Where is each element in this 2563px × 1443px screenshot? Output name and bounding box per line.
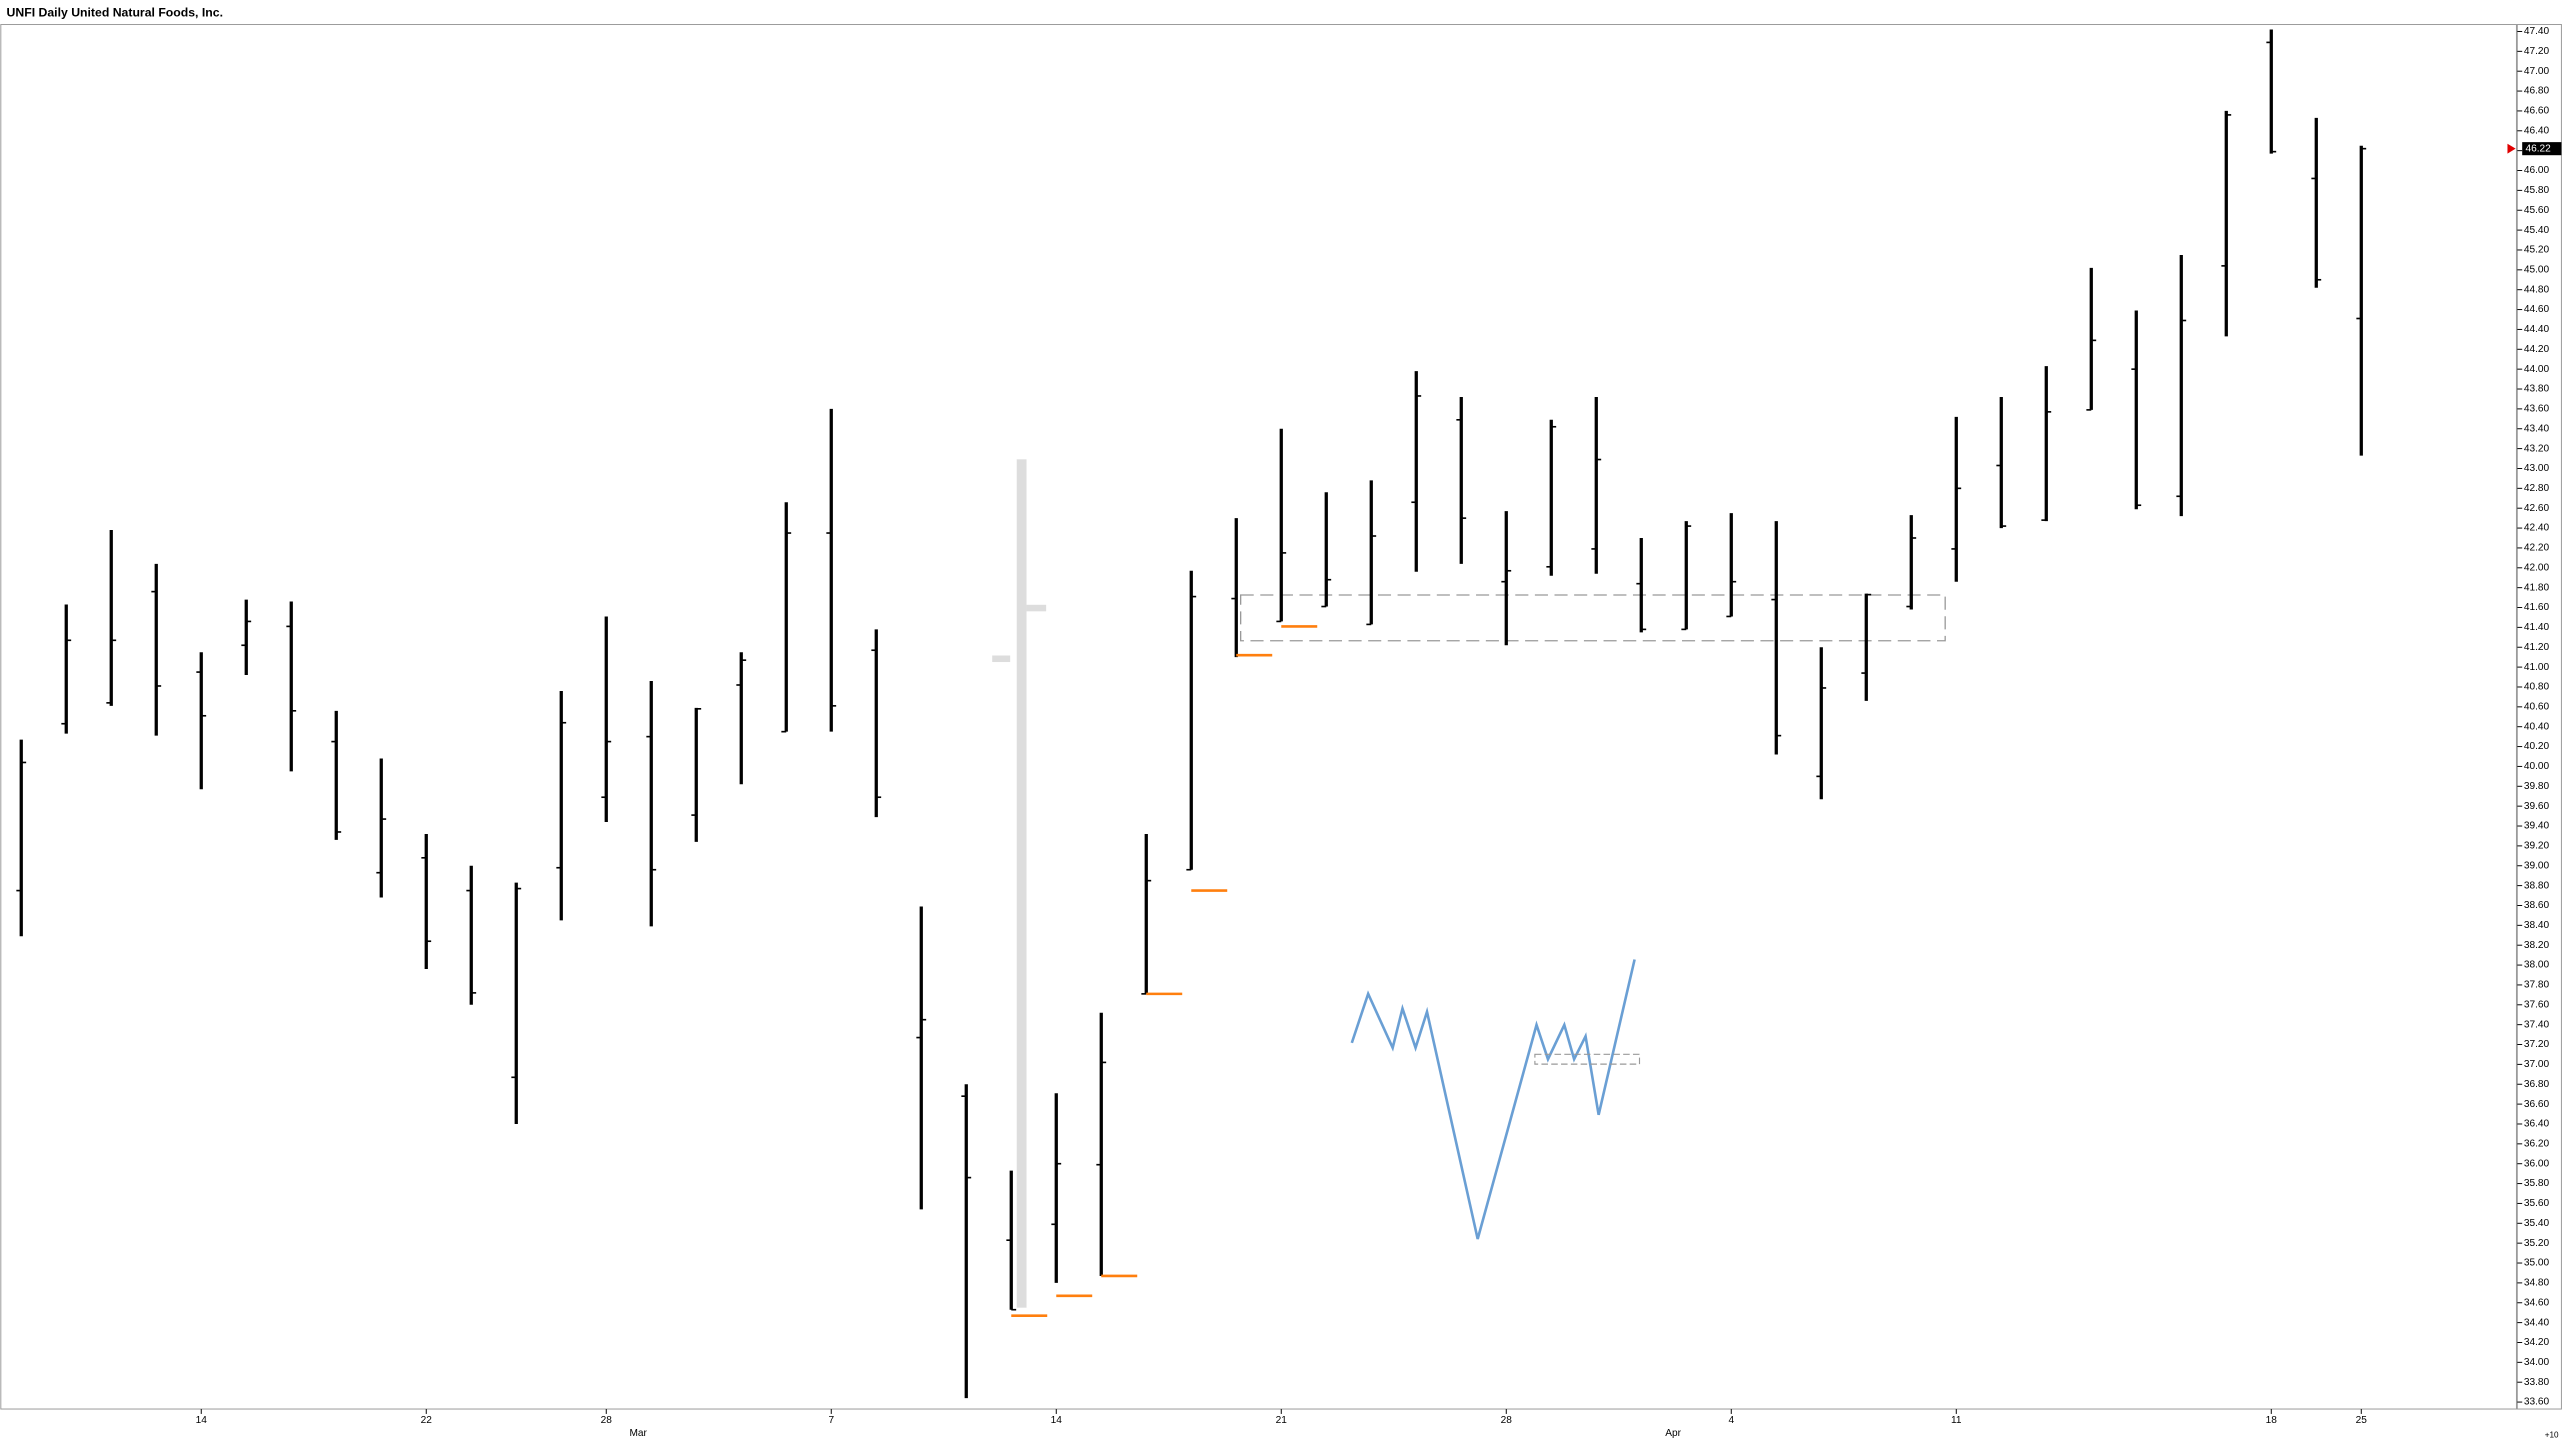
- y-tick-label: 46.40: [2524, 125, 2550, 136]
- month-label: Mar: [629, 1428, 647, 1439]
- y-tick-label: 34.80: [2524, 1278, 2550, 1289]
- y-tick-label: 38.80: [2524, 880, 2550, 891]
- y-tick-label: 36.20: [2524, 1139, 2550, 1150]
- y-tick-label: 40.80: [2524, 682, 2550, 693]
- month-label: Apr: [1665, 1428, 1681, 1439]
- y-tick-label: 39.40: [2524, 821, 2550, 832]
- y-tick-label: 34.20: [2524, 1337, 2550, 1348]
- y-tick-label: 37.00: [2524, 1059, 2550, 1070]
- y-tick-label: 43.80: [2524, 384, 2550, 395]
- y-tick-label: 41.20: [2524, 642, 2550, 653]
- y-tick-label: 44.00: [2524, 364, 2550, 375]
- last-price-label: 46.22: [2525, 143, 2551, 154]
- y-tick-label: 42.40: [2524, 523, 2550, 534]
- y-tick-label: 35.60: [2524, 1198, 2550, 1209]
- chart-area: UNFI Daily United Natural Foods, Inc. 33…: [0, 5, 2562, 1439]
- ghost-bar: [1016, 459, 1027, 1308]
- y-tick-label: 35.80: [2524, 1178, 2550, 1189]
- y-tick-label: 34.60: [2524, 1297, 2550, 1308]
- y-tick-label: 46.80: [2524, 86, 2550, 97]
- y-tick-label: 40.20: [2524, 741, 2550, 752]
- x-tick-label: 28: [601, 1415, 613, 1426]
- y-tick-label: 41.40: [2524, 622, 2550, 633]
- chart-title: UNFI Daily United Natural Foods, Inc.: [7, 5, 223, 19]
- y-tick-label: 33.80: [2524, 1377, 2550, 1388]
- y-tick-label: 44.20: [2524, 344, 2550, 355]
- y-tick-label: 35.20: [2524, 1238, 2550, 1249]
- y-tick-label: 46.00: [2524, 165, 2550, 176]
- y-tick-label: 43.20: [2524, 443, 2550, 454]
- y-tick-label: 47.00: [2524, 66, 2550, 77]
- y-tick-label: 37.40: [2524, 1019, 2550, 1030]
- y-tick-label: 39.60: [2524, 801, 2550, 812]
- x-tick-label: 4: [1728, 1415, 1734, 1426]
- y-tick-label: 43.40: [2524, 423, 2550, 434]
- plot-frame: [0, 24, 2517, 1410]
- y-tick-label: 38.40: [2524, 920, 2550, 931]
- y-tick-label: 45.80: [2524, 185, 2550, 196]
- y-tick-label: 45.40: [2524, 225, 2550, 236]
- pattern-sketch: [1350, 959, 1636, 1240]
- y-tick-label: 47.20: [2524, 46, 2550, 57]
- y-tick-label: 36.40: [2524, 1119, 2550, 1130]
- y-tick-label: 42.60: [2524, 503, 2550, 514]
- y-tick-label: 42.00: [2524, 562, 2550, 573]
- ghost-tick: [992, 655, 1011, 663]
- y-tick-label: 36.00: [2524, 1158, 2550, 1169]
- y-tick-label: 41.60: [2524, 602, 2550, 613]
- x-tick-label: 14: [1051, 1415, 1063, 1426]
- x-tick-label: 28: [1501, 1415, 1513, 1426]
- y-tick-label: 40.00: [2524, 761, 2550, 772]
- x-tick-label: 22: [421, 1415, 433, 1426]
- last-price-arrow: [2507, 143, 2516, 154]
- y-tick-label: 41.00: [2524, 662, 2550, 673]
- y-tick-label: 40.40: [2524, 721, 2550, 732]
- y-tick-label: 44.60: [2524, 304, 2550, 315]
- range-box: [1240, 594, 1946, 642]
- ghost-tick: [1026, 604, 1047, 612]
- price-axis-panel: [2516, 24, 2562, 1410]
- y-tick-label: 45.60: [2524, 205, 2550, 216]
- y-tick-label: 38.20: [2524, 940, 2550, 951]
- y-tick-label: 43.60: [2524, 404, 2550, 415]
- y-tick-label: 34.40: [2524, 1317, 2550, 1328]
- y-tick-label: 42.20: [2524, 543, 2550, 554]
- y-tick-label: 43.00: [2524, 463, 2550, 474]
- y-tick-label: 41.80: [2524, 582, 2550, 593]
- x-tick-label: 18: [2266, 1415, 2278, 1426]
- y-tick-label: 35.40: [2524, 1218, 2550, 1229]
- y-tick-label: 38.00: [2524, 960, 2550, 971]
- y-tick-label: 45.20: [2524, 245, 2550, 256]
- y-tick-label: 33.60: [2524, 1397, 2550, 1408]
- y-tick-label: 38.60: [2524, 900, 2550, 911]
- y-tick-label: 36.60: [2524, 1099, 2550, 1110]
- last-price-box: [2522, 142, 2562, 156]
- y-tick-label: 37.60: [2524, 999, 2550, 1010]
- y-tick-label: 36.80: [2524, 1079, 2550, 1090]
- y-tick-label: 40.60: [2524, 702, 2550, 713]
- y-tick-label: 37.20: [2524, 1039, 2550, 1050]
- pattern-box: [1534, 1053, 1641, 1065]
- x-tick-label: 7: [828, 1415, 834, 1426]
- y-tick-label: 44.40: [2524, 324, 2550, 335]
- y-tick-label: 45.00: [2524, 265, 2550, 276]
- x-note: +10: [2545, 1430, 2559, 1439]
- y-tick-label: 37.80: [2524, 980, 2550, 991]
- y-tick-label: 34.00: [2524, 1357, 2550, 1368]
- y-tick-label: 44.80: [2524, 284, 2550, 295]
- x-tick-label: 14: [196, 1415, 208, 1426]
- x-tick-label: 21: [1276, 1415, 1288, 1426]
- y-tick-label: 35.00: [2524, 1258, 2550, 1269]
- y-tick-label: 39.80: [2524, 781, 2550, 792]
- y-tick-label: 46.60: [2524, 106, 2550, 117]
- y-tick-label: 39.20: [2524, 841, 2550, 852]
- y-tick-label: 42.80: [2524, 483, 2550, 494]
- y-tick-label: 47.40: [2524, 26, 2550, 37]
- x-tick-label: 11: [1951, 1415, 1962, 1426]
- x-tick-label: 25: [2356, 1415, 2368, 1426]
- y-tick-label: 39.00: [2524, 860, 2550, 871]
